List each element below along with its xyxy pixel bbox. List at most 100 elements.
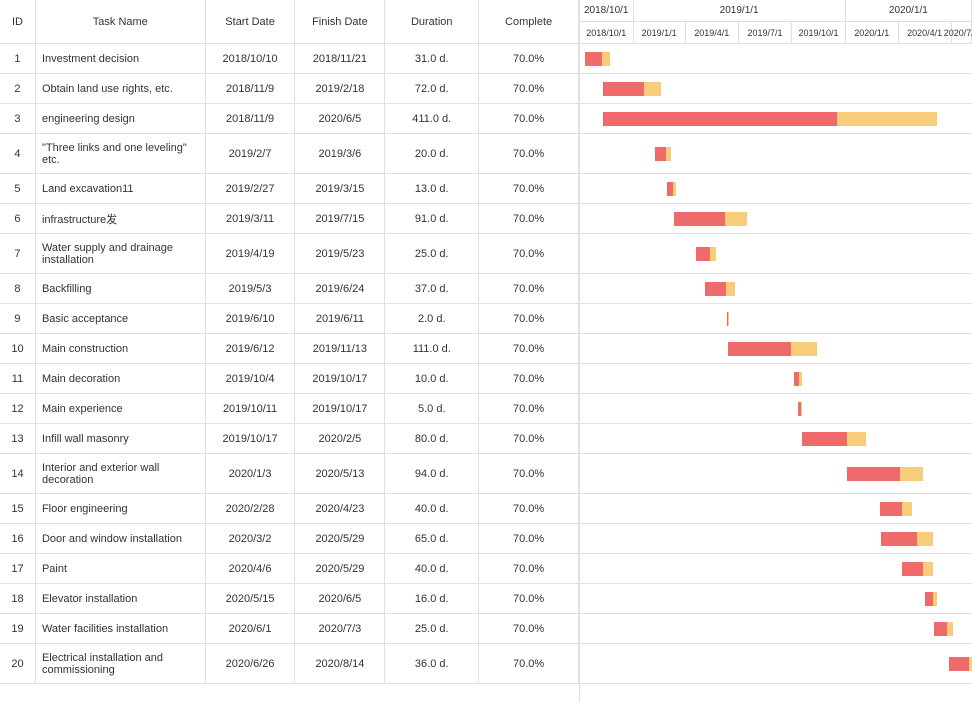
cell-name[interactable]: Door and window installation — [36, 524, 206, 553]
cell-name[interactable]: Backfilling — [36, 274, 206, 303]
cell-start[interactable]: 2019/2/27 — [206, 174, 296, 203]
cell-finish[interactable]: 2019/6/11 — [295, 304, 385, 333]
cell-start[interactable]: 2018/11/9 — [206, 74, 296, 103]
table-row[interactable]: 17Paint2020/4/62020/5/2940.0 d.70.0% — [0, 554, 579, 584]
cell-finish[interactable]: 2019/10/17 — [295, 394, 385, 423]
cell-name[interactable]: Land excavation11 — [36, 174, 206, 203]
gantt-bar[interactable] — [881, 532, 932, 546]
table-row[interactable]: 5Land excavation112019/2/272019/3/1513.0… — [0, 174, 579, 204]
cell-start[interactable]: 2020/4/6 — [206, 554, 296, 583]
cell-finish[interactable]: 2020/4/23 — [295, 494, 385, 523]
cell-start[interactable]: 2020/2/28 — [206, 494, 296, 523]
cell-name[interactable]: Infill wall masonry — [36, 424, 206, 453]
cell-start[interactable]: 2019/2/7 — [206, 134, 296, 173]
cell-name[interactable]: Paint — [36, 554, 206, 583]
gantt-bar[interactable] — [798, 402, 801, 416]
col-header-finish[interactable]: Finish Date — [295, 0, 385, 43]
cell-start[interactable]: 2020/3/2 — [206, 524, 296, 553]
table-row[interactable]: 12Main experience2019/10/112019/10/175.0… — [0, 394, 579, 424]
cell-start[interactable]: 2019/4/19 — [206, 234, 296, 273]
cell-start[interactable]: 2019/5/3 — [206, 274, 296, 303]
cell-name[interactable]: Main experience — [36, 394, 206, 423]
cell-name[interactable]: "Three links and one leveling" etc. — [36, 134, 206, 173]
cell-name[interactable]: Main construction — [36, 334, 206, 363]
cell-finish[interactable]: 2020/5/29 — [295, 524, 385, 553]
cell-finish[interactable]: 2019/11/13 — [295, 334, 385, 363]
cell-name[interactable]: Water supply and drainage installation — [36, 234, 206, 273]
cell-name[interactable]: Electrical installation and commissionin… — [36, 644, 206, 683]
cell-start[interactable]: 2020/1/3 — [206, 454, 296, 493]
gantt-bar[interactable] — [880, 502, 912, 516]
gantt-bar[interactable] — [705, 282, 735, 296]
cell-name[interactable]: Water facilities installation — [36, 614, 206, 643]
cell-finish[interactable]: 2020/5/13 — [295, 454, 385, 493]
table-row[interactable]: 19Water facilities installation2020/6/12… — [0, 614, 579, 644]
gantt-bar[interactable] — [925, 592, 937, 606]
table-row[interactable]: 4"Three links and one leveling" etc.2019… — [0, 134, 579, 174]
table-row[interactable]: 11Main decoration2019/10/42019/10/1710.0… — [0, 364, 579, 394]
cell-name[interactable]: Interior and exterior wall decoration — [36, 454, 206, 493]
table-row[interactable]: 8Backfilling2019/5/32019/6/2437.0 d.70.0… — [0, 274, 579, 304]
cell-name[interactable]: Main decoration — [36, 364, 206, 393]
cell-start[interactable]: 2019/10/4 — [206, 364, 296, 393]
gantt-bar[interactable] — [667, 182, 676, 196]
gantt-bar[interactable] — [902, 562, 933, 576]
col-header-name[interactable]: Task Name — [36, 0, 206, 43]
table-row[interactable]: 13Infill wall masonry2019/10/172020/2/58… — [0, 424, 579, 454]
cell-name[interactable]: Investment decision — [36, 44, 206, 73]
cell-start[interactable]: 2019/6/10 — [206, 304, 296, 333]
cell-finish[interactable]: 2020/6/5 — [295, 584, 385, 613]
cell-finish[interactable]: 2019/2/18 — [295, 74, 385, 103]
table-row[interactable]: 14Interior and exterior wall decoration2… — [0, 454, 579, 494]
cell-start[interactable]: 2018/11/9 — [206, 104, 296, 133]
cell-start[interactable]: 2019/6/12 — [206, 334, 296, 363]
cell-start[interactable]: 2019/3/11 — [206, 204, 296, 233]
cell-name[interactable]: Obtain land use rights, etc. — [36, 74, 206, 103]
gantt-bar[interactable] — [603, 82, 662, 96]
gantt-bar[interactable] — [802, 432, 867, 446]
gantt-bar[interactable] — [655, 147, 671, 161]
table-row[interactable]: 7Water supply and drainage installation2… — [0, 234, 579, 274]
table-row[interactable]: 3engineering design2018/11/92020/6/5411.… — [0, 104, 579, 134]
cell-name[interactable]: Basic acceptance — [36, 304, 206, 333]
cell-start[interactable]: 2018/10/10 — [206, 44, 296, 73]
table-row[interactable]: 20Electrical installation and commission… — [0, 644, 579, 684]
table-row[interactable]: 10Main construction2019/6/122019/11/1311… — [0, 334, 579, 364]
table-row[interactable]: 16Door and window installation2020/3/220… — [0, 524, 579, 554]
gantt-bar[interactable] — [847, 467, 923, 481]
cell-start[interactable]: 2019/10/11 — [206, 394, 296, 423]
cell-start[interactable]: 2020/6/26 — [206, 644, 296, 683]
cell-start[interactable]: 2020/5/15 — [206, 584, 296, 613]
cell-finish[interactable]: 2019/5/23 — [295, 234, 385, 273]
col-header-duration[interactable]: Duration — [385, 0, 479, 43]
gantt-bar[interactable] — [794, 372, 802, 386]
table-row[interactable]: 18Elevator installation2020/5/152020/6/5… — [0, 584, 579, 614]
cell-finish[interactable]: 2020/5/29 — [295, 554, 385, 583]
cell-finish[interactable]: 2019/10/17 — [295, 364, 385, 393]
table-row[interactable]: 15Floor engineering2020/2/282020/4/2340.… — [0, 494, 579, 524]
col-header-complete[interactable]: Complete — [479, 0, 579, 43]
gantt-bar[interactable] — [674, 212, 747, 226]
cell-finish[interactable]: 2018/11/21 — [295, 44, 385, 73]
cell-finish[interactable]: 2019/7/15 — [295, 204, 385, 233]
gantt-bar[interactable] — [934, 622, 953, 636]
cell-finish[interactable]: 2020/8/14 — [295, 644, 385, 683]
cell-name[interactable]: Floor engineering — [36, 494, 206, 523]
cell-finish[interactable]: 2020/7/3 — [295, 614, 385, 643]
table-row[interactable]: 9Basic acceptance2019/6/102019/6/112.0 d… — [0, 304, 579, 334]
cell-name[interactable]: infrastructure发 — [36, 204, 206, 233]
cell-finish[interactable]: 2020/6/5 — [295, 104, 385, 133]
col-header-id[interactable]: ID — [0, 0, 36, 43]
gantt-bar[interactable] — [728, 342, 818, 356]
gantt-bar[interactable] — [727, 312, 729, 326]
cell-start[interactable]: 2020/6/1 — [206, 614, 296, 643]
cell-finish[interactable]: 2019/3/15 — [295, 174, 385, 203]
cell-name[interactable]: Elevator installation — [36, 584, 206, 613]
cell-finish[interactable]: 2019/3/6 — [295, 134, 385, 173]
cell-start[interactable]: 2019/10/17 — [206, 424, 296, 453]
table-row[interactable]: 1Investment decision2018/10/102018/11/21… — [0, 44, 579, 74]
cell-finish[interactable]: 2019/6/24 — [295, 274, 385, 303]
table-row[interactable]: 6infrastructure发2019/3/112019/7/1591.0 d… — [0, 204, 579, 234]
col-header-start[interactable]: Start Date — [206, 0, 296, 43]
gantt-bar[interactable] — [696, 247, 716, 261]
